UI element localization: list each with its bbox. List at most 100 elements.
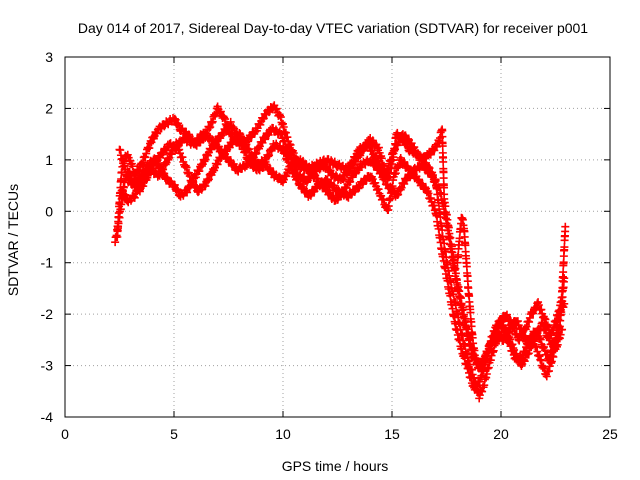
data-point [343, 168, 352, 177]
data-point [137, 159, 146, 168]
data-point [208, 117, 217, 126]
data-point [142, 149, 151, 158]
data-point [470, 351, 479, 360]
data-point [497, 317, 506, 326]
data-point [229, 123, 238, 132]
data-point [560, 299, 569, 308]
data-point [536, 335, 545, 344]
data-point [374, 185, 383, 194]
data-point [537, 356, 546, 365]
data-point [529, 309, 538, 318]
data-point [272, 104, 281, 113]
y-axis-title: SDTVAR / TECUs [5, 184, 21, 296]
data-point [141, 153, 150, 162]
data-point [364, 141, 373, 150]
data-point [129, 192, 138, 201]
data-point [133, 187, 142, 196]
y-tick-label: 1 [45, 152, 53, 168]
data-point [526, 341, 535, 350]
data-point [336, 192, 345, 201]
data-point [508, 323, 517, 332]
data-point [201, 182, 210, 191]
data-point [342, 169, 351, 178]
data-point [404, 134, 413, 143]
plot-frame [64, 56, 611, 418]
data-point [233, 131, 242, 140]
data-point [536, 355, 545, 364]
data-point [204, 176, 213, 185]
data-point [200, 157, 209, 166]
data-point [505, 327, 514, 336]
data-point [558, 325, 567, 334]
data-point [394, 190, 403, 199]
data-point [209, 165, 218, 174]
data-point [183, 188, 192, 197]
y-tick-label: -4 [41, 409, 54, 425]
data-point [438, 142, 447, 151]
x-tick-label: 20 [493, 426, 509, 442]
data-point [473, 382, 482, 391]
grid [65, 57, 610, 417]
data-point [159, 165, 168, 174]
data-point [439, 157, 448, 166]
data-point [276, 111, 285, 120]
data-point [256, 120, 265, 129]
data-point [323, 162, 332, 171]
data-point [354, 184, 363, 193]
data-point [534, 300, 543, 309]
data-point [390, 170, 399, 179]
data-point [525, 313, 534, 322]
data-point [525, 317, 534, 326]
data-point [391, 145, 400, 154]
data-point [299, 156, 308, 165]
data-point [226, 117, 235, 126]
data-point [170, 180, 179, 189]
data-point [265, 151, 274, 160]
data-point [393, 162, 402, 171]
data-point [155, 171, 164, 180]
data-point [175, 149, 184, 158]
data-point [252, 149, 261, 158]
data-points [111, 101, 570, 403]
data-point [278, 176, 287, 185]
data-point [195, 167, 204, 176]
data-point [371, 178, 380, 187]
data-point [230, 124, 239, 133]
data-point [213, 160, 222, 169]
x-tick-label: 25 [602, 426, 618, 442]
data-point [130, 193, 139, 202]
data-point [173, 120, 182, 129]
data-point [475, 377, 484, 386]
data-point [390, 146, 399, 155]
data-point [522, 322, 531, 331]
data-point [351, 153, 360, 162]
data-point [191, 173, 200, 182]
data-point [373, 156, 382, 165]
data-point [376, 163, 385, 172]
data-point [189, 177, 198, 186]
data-point [370, 151, 379, 160]
data-point [368, 146, 377, 155]
y-tick-label: -3 [41, 358, 54, 374]
data-point [122, 152, 131, 161]
data-point [374, 157, 383, 166]
data-point [537, 305, 546, 314]
data-point [118, 185, 127, 194]
data-point [351, 169, 360, 178]
data-point [538, 363, 547, 372]
y-tick-label: -1 [41, 255, 54, 271]
data-point [413, 149, 422, 158]
data-point [512, 349, 521, 358]
data-point [134, 185, 143, 194]
data-point [207, 118, 216, 127]
data-point [207, 135, 216, 144]
data-point [541, 326, 550, 335]
data-point [506, 315, 515, 324]
data-point [494, 322, 503, 331]
data-point [353, 164, 362, 173]
y-tick-label: -2 [41, 306, 54, 322]
data-point [400, 157, 409, 166]
data-point [392, 139, 401, 148]
y-tick-label: 0 [45, 203, 53, 219]
